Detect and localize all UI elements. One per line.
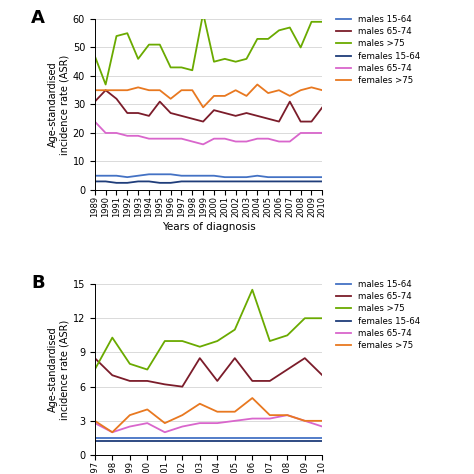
Text: B: B: [31, 274, 45, 292]
Text: A: A: [31, 9, 45, 27]
Y-axis label: Age-standardised
incidence rate (ASR): Age-standardised incidence rate (ASR): [48, 319, 70, 419]
X-axis label: Years of diagnosis: Years of diagnosis: [162, 221, 255, 231]
Legend: males 15-64, males 65-74, males >75, females 15-64, males 65-74, females >75: males 15-64, males 65-74, males >75, fem…: [336, 280, 420, 350]
Y-axis label: Age-standardised
incidence rate (ASR): Age-standardised incidence rate (ASR): [48, 55, 70, 155]
Legend: males 15-64, males 65-74, males >75, females 15-64, males 65-74, females >75: males 15-64, males 65-74, males >75, fem…: [336, 15, 420, 85]
